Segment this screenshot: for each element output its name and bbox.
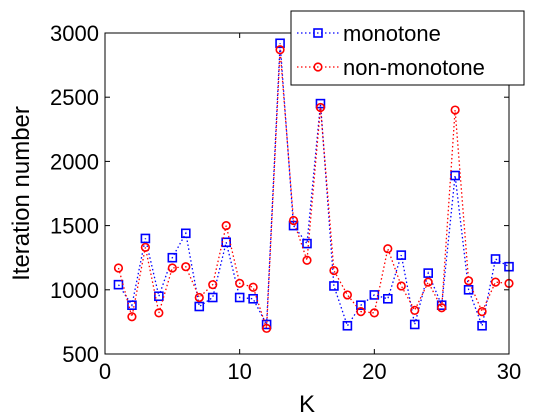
data-point-non-monotone	[262, 323, 272, 333]
data-point-monotone	[409, 319, 420, 330]
data-point-monotone	[356, 300, 366, 311]
data-point-non-monotone	[288, 215, 299, 226]
data-point-non-monotone	[450, 105, 460, 115]
data-point-monotone	[477, 320, 487, 331]
data-point-monotone	[194, 301, 205, 312]
data-point-non-monotone	[235, 278, 245, 288]
data-point-non-monotone	[154, 308, 164, 318]
y-tick-label: 3000	[50, 21, 99, 46]
data-point-non-monotone	[369, 308, 379, 318]
data-point-non-monotone	[140, 242, 150, 253]
data-point-monotone	[436, 300, 447, 311]
data-point-monotone	[463, 284, 474, 295]
data-point-monotone	[248, 293, 258, 304]
data-point-monotone	[181, 228, 191, 239]
data-point-non-monotone	[490, 277, 501, 287]
x-tick-label: 30	[497, 359, 521, 384]
data-point-non-monotone	[302, 255, 312, 265]
legend-marker-non-monotone	[313, 62, 323, 72]
data-point-monotone	[261, 319, 272, 330]
data-point-monotone	[207, 292, 218, 303]
data-point-non-monotone	[423, 277, 433, 287]
data-point-monotone	[140, 233, 151, 244]
data-point-non-monotone	[181, 262, 191, 272]
data-point-non-monotone	[410, 305, 420, 315]
y-tick-label: 1000	[50, 278, 99, 303]
y-tick-label: 1500	[50, 214, 99, 239]
data-point-non-monotone	[329, 265, 339, 276]
data-point-non-monotone	[477, 307, 487, 317]
data-point-non-monotone	[208, 280, 218, 290]
data-point-non-monotone	[383, 244, 393, 254]
data-point-monotone	[423, 268, 434, 278]
legend-marker-monotone	[313, 28, 323, 38]
data-point-monotone	[315, 98, 326, 109]
data-point-monotone	[450, 170, 460, 181]
data-point-non-monotone	[396, 281, 406, 291]
data-point-monotone	[396, 250, 407, 260]
data-point-non-monotone	[221, 221, 231, 231]
data-point-non-monotone	[167, 263, 177, 273]
x-tick-label: 0	[99, 359, 111, 384]
x-tick-label: 20	[362, 359, 386, 384]
data-point-non-monotone	[315, 102, 326, 113]
data-point-monotone	[302, 238, 312, 249]
data-point-monotone	[329, 281, 339, 291]
y-tick-label: 500	[62, 342, 99, 367]
y-axis-label: Iteration number	[8, 106, 35, 281]
axes: 0 10 20 30 500 1000 1500 2000 2500 3000	[50, 21, 521, 384]
legend: monotone non-monotone	[290, 10, 525, 86]
plot-area	[113, 38, 514, 333]
data-point-non-monotone	[464, 276, 474, 286]
series-line-non-monotone	[117, 49, 510, 329]
data-point-non-monotone	[342, 290, 353, 300]
data-point-monotone	[342, 320, 353, 331]
data-point-monotone	[275, 38, 285, 49]
legend-box	[290, 10, 525, 86]
data-point-monotone	[167, 252, 178, 263]
data-point-non-monotone	[248, 282, 258, 292]
data-point-monotone	[127, 300, 137, 311]
data-point-non-monotone	[127, 312, 137, 322]
legend-label-monotone: monotone	[343, 21, 441, 46]
data-point-monotone	[154, 291, 164, 302]
data-point-non-monotone	[194, 292, 204, 303]
data-point-non-monotone	[113, 263, 124, 273]
data-point-monotone	[382, 293, 393, 304]
x-axis-label: K	[299, 391, 315, 418]
data-point-monotone	[234, 292, 245, 303]
y-tick-label: 2000	[50, 149, 99, 174]
y-tick-label: 2500	[50, 85, 99, 110]
data-point-monotone	[490, 254, 501, 264]
x-tick-label: 10	[227, 359, 251, 384]
data-point-non-monotone	[437, 303, 447, 313]
data-point-non-monotone	[275, 45, 285, 55]
data-point-non-monotone	[356, 307, 366, 317]
legend-label-non-monotone: non-monotone	[343, 55, 485, 80]
